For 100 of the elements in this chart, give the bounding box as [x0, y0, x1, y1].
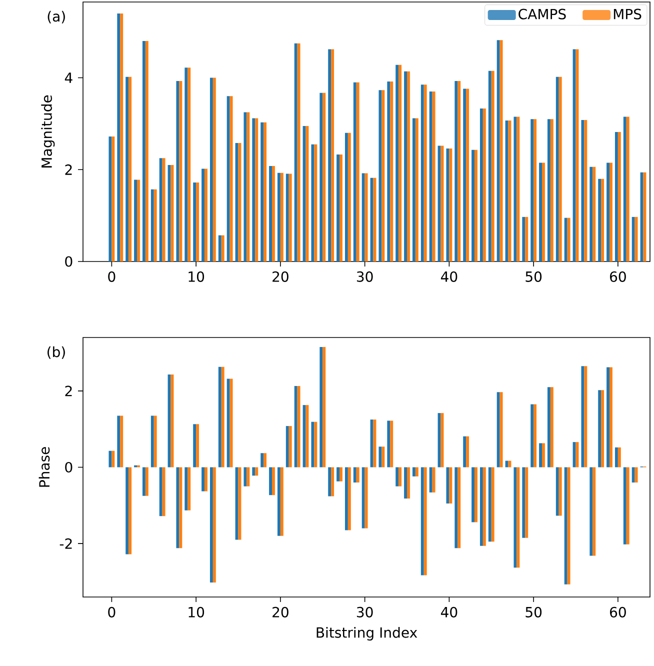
y-axis-title: Magnitude — [41, 95, 55, 168]
bar — [550, 387, 554, 468]
bar — [446, 467, 450, 504]
bar — [618, 132, 621, 262]
bar — [340, 154, 342, 262]
bar — [390, 420, 394, 468]
bar — [592, 166, 596, 262]
bar — [306, 126, 309, 262]
bar — [226, 378, 230, 468]
x-axis-title: Bitstring Index — [316, 626, 418, 641]
bar — [117, 13, 120, 262]
bar — [601, 390, 604, 468]
bar — [449, 148, 452, 262]
bar — [154, 416, 157, 468]
bar — [643, 172, 646, 262]
bar — [458, 467, 461, 548]
bar — [581, 120, 584, 262]
bar — [238, 142, 242, 262]
bar — [176, 80, 180, 262]
bar — [264, 122, 267, 262]
bar — [126, 76, 129, 262]
bar — [362, 467, 365, 528]
bar — [212, 467, 216, 582]
bar — [429, 467, 432, 492]
y-tick-label: -2 — [60, 538, 72, 549]
bar — [432, 467, 436, 492]
bar — [454, 467, 458, 548]
bar — [277, 172, 280, 262]
bar — [320, 347, 323, 468]
bar — [491, 70, 494, 262]
bar — [272, 467, 275, 496]
bar — [556, 76, 559, 262]
bar — [530, 404, 534, 468]
bar — [252, 467, 256, 476]
bar — [348, 467, 351, 530]
x-tick-label: 20 — [272, 606, 288, 618]
bar — [246, 112, 250, 262]
bar — [458, 80, 461, 262]
bar — [340, 467, 342, 482]
bar — [280, 172, 284, 262]
bar — [623, 467, 626, 544]
y-tick-label: 0 — [65, 462, 72, 473]
y-tick-label: 2 — [65, 164, 72, 175]
bar — [626, 467, 630, 544]
bar — [108, 450, 112, 468]
bar — [269, 166, 272, 262]
bar — [311, 422, 314, 468]
bar — [429, 92, 432, 262]
bar — [159, 158, 162, 262]
bar — [162, 467, 166, 516]
bar — [542, 443, 545, 468]
bar — [260, 453, 264, 468]
bar — [126, 467, 129, 554]
bar — [378, 90, 382, 262]
bar — [306, 405, 309, 468]
bar — [623, 116, 626, 262]
bar — [390, 81, 394, 262]
bar — [618, 447, 621, 468]
bar — [424, 84, 427, 262]
bar — [491, 467, 494, 542]
x-tick-label: 0 — [108, 606, 116, 618]
bar — [137, 180, 140, 262]
bar — [480, 108, 483, 262]
bar — [356, 467, 360, 483]
bar — [221, 366, 224, 468]
bar — [297, 386, 300, 468]
bar — [626, 116, 630, 262]
bar — [415, 467, 418, 476]
bar — [496, 392, 500, 468]
y-axis-title: Phase — [38, 447, 50, 487]
x-tick-label: 10 — [188, 606, 204, 618]
bar — [108, 136, 112, 262]
bar — [244, 112, 247, 262]
bar — [500, 392, 503, 468]
bar — [210, 467, 213, 582]
bar — [584, 366, 588, 468]
bar — [344, 467, 348, 530]
bar — [193, 182, 196, 262]
bar — [212, 78, 216, 262]
bar — [150, 416, 154, 468]
x-tick-label: 20 — [272, 271, 288, 282]
bar — [277, 467, 280, 536]
bar — [424, 467, 427, 576]
bar — [320, 92, 323, 262]
bar — [382, 90, 385, 262]
bar — [407, 71, 410, 262]
bar — [322, 347, 326, 468]
bar — [238, 467, 242, 540]
x-tick-label: 30 — [356, 271, 373, 282]
bar — [584, 120, 588, 262]
bar — [328, 49, 332, 262]
x-tick-label: 60 — [610, 606, 626, 618]
bar — [322, 92, 326, 262]
bar — [176, 467, 180, 548]
bar — [255, 118, 258, 262]
text: (b) — [48, 346, 65, 359]
bar — [432, 92, 436, 262]
bar — [474, 467, 478, 522]
bar — [556, 467, 559, 516]
bar — [606, 367, 610, 468]
